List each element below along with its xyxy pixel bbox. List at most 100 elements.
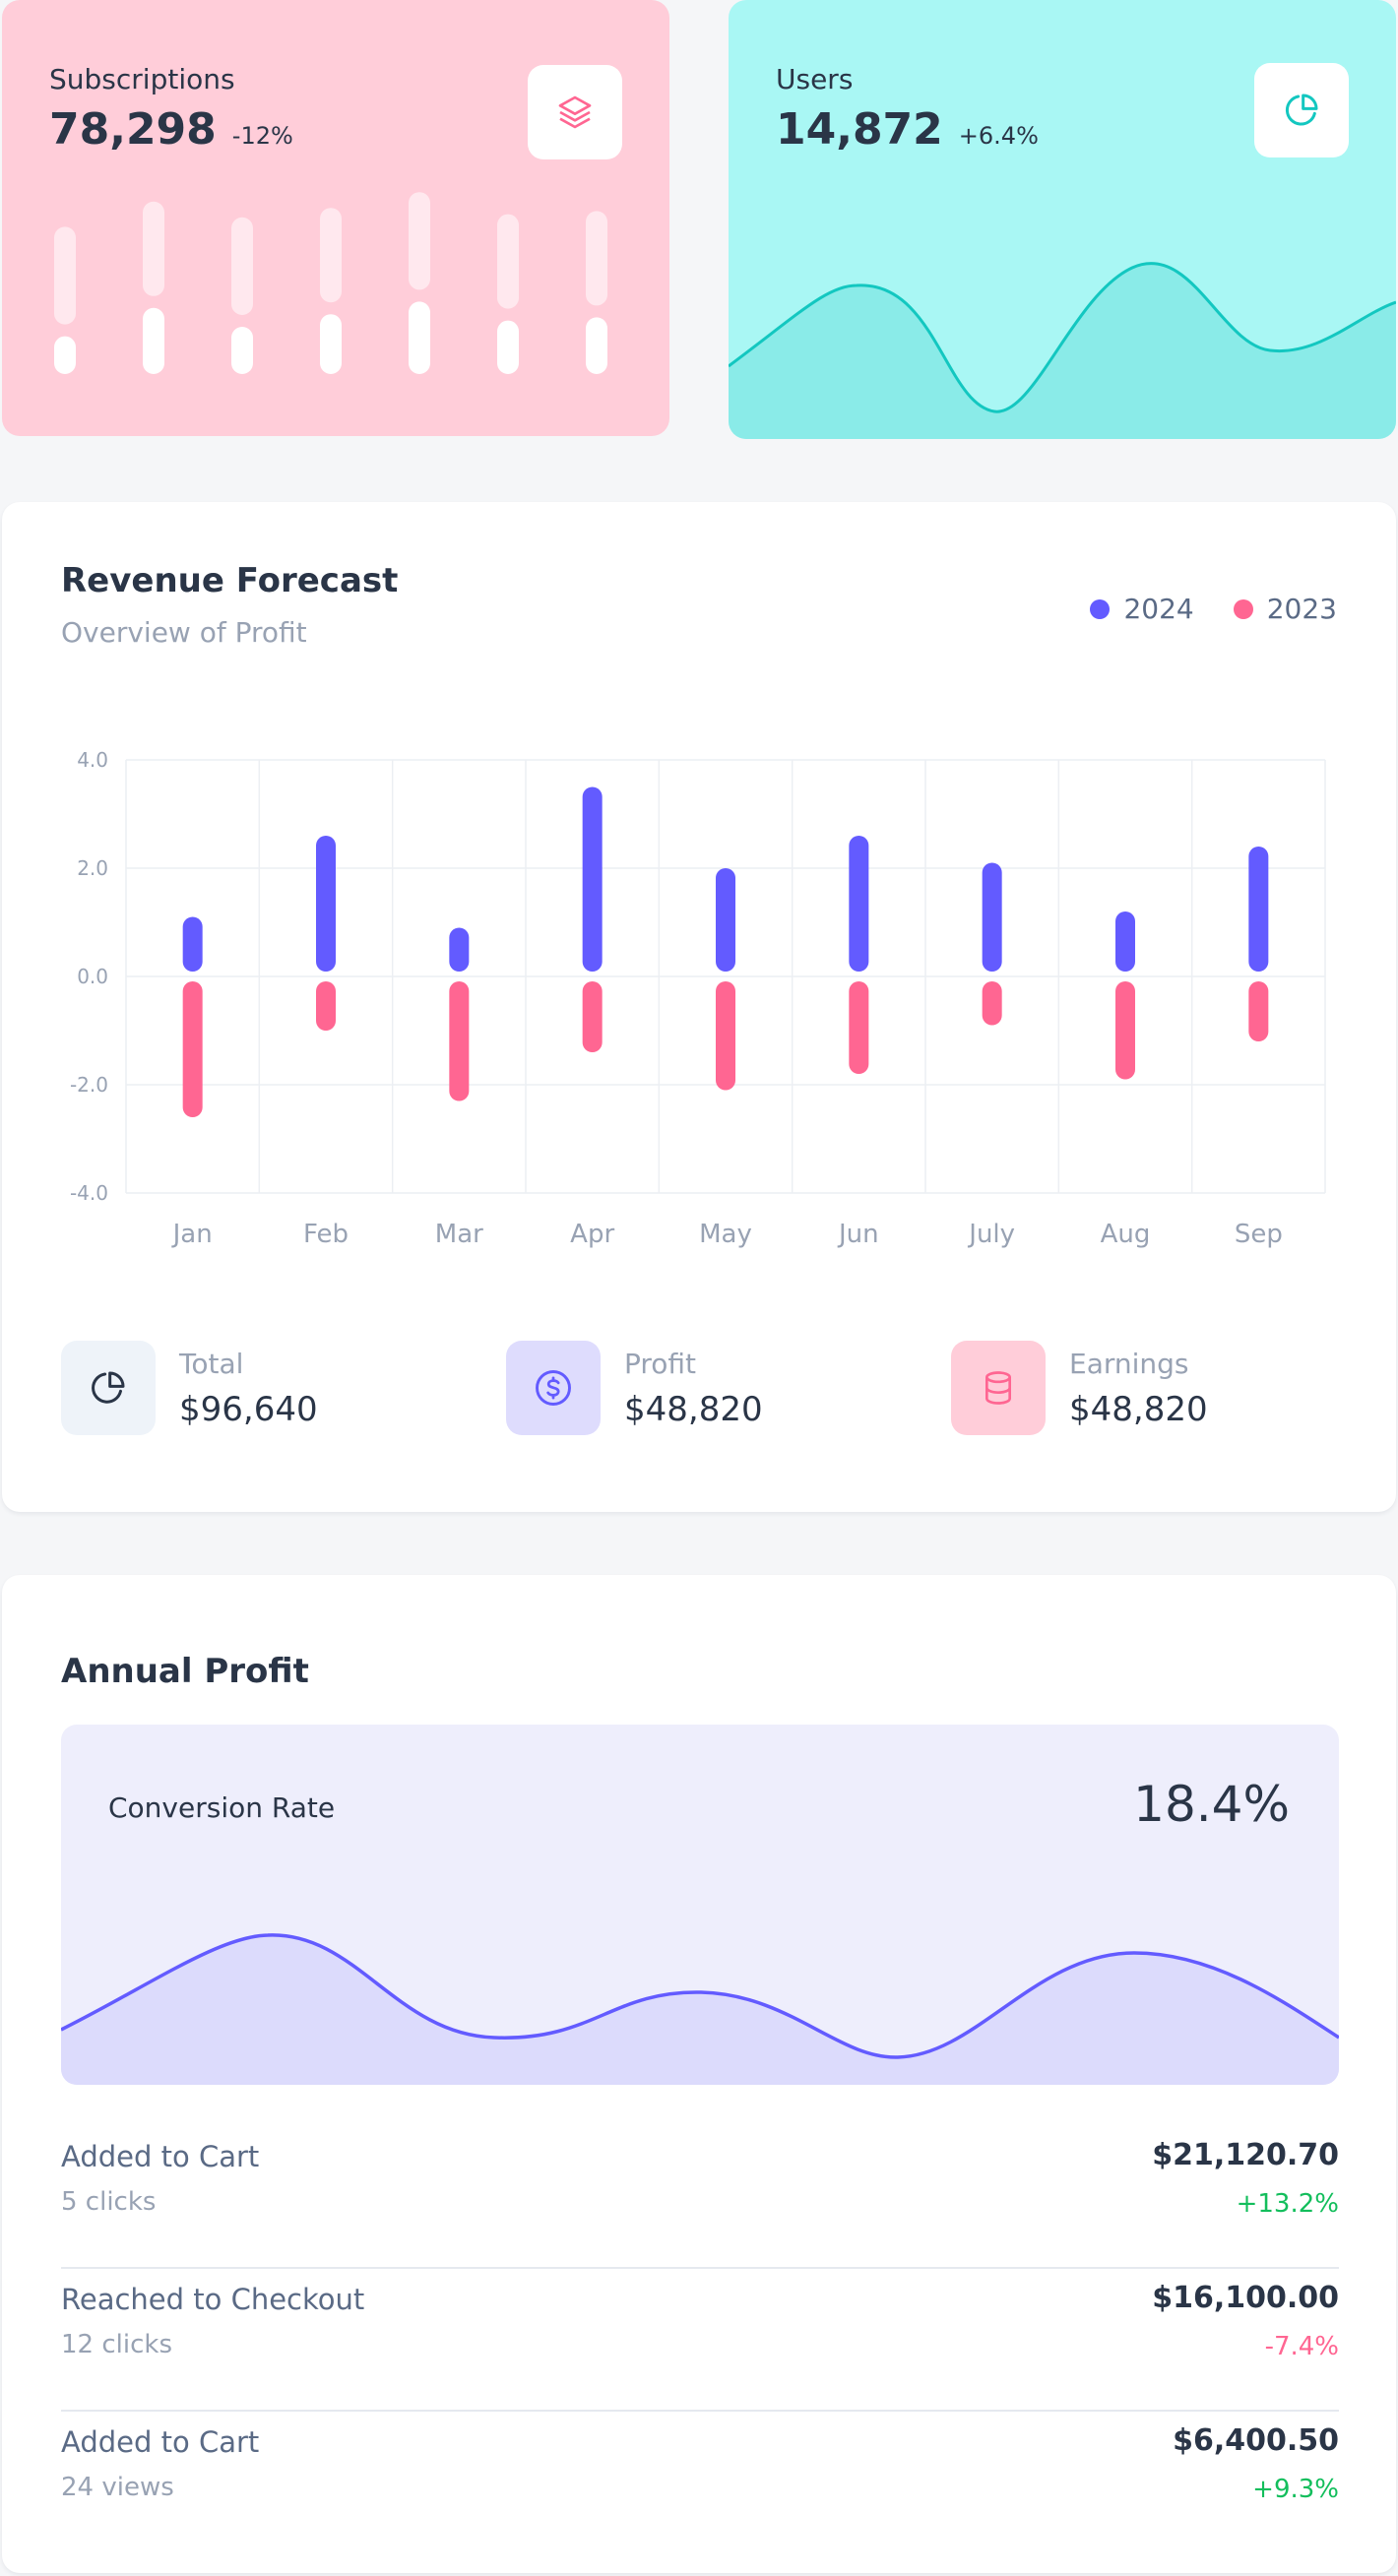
conversion-label: Conversion Rate [108,1791,336,1824]
subscriptions-mini-chart [54,192,607,374]
users-area-chart [729,262,1396,439]
stat-total: Total $96,640 [61,1341,318,1435]
x-tick-label: Jun [837,1220,879,1249]
subscriptions-icon-button[interactable] [528,65,622,159]
users-value: 14,872 [776,104,943,155]
mini-bar-solid [497,320,519,374]
row-sub: 5 clicks [61,2187,157,2217]
mini-bar-light [231,217,253,315]
legend-dot [1233,598,1253,619]
x-tick-label: Sep [1235,1220,1283,1249]
y-tick-label: -4.0 [70,1181,108,1205]
database-icon [985,1371,1011,1405]
legend-item-2024[interactable]: 2024 [1090,593,1194,625]
bar-2023[interactable] [449,981,470,1101]
mini-bar-solid [231,327,253,374]
bar-2023[interactable] [1115,981,1135,1080]
users-value-row: 14,872 +6.4% [776,104,1039,155]
bar-2023[interactable] [849,981,869,1074]
x-tick-label: Mar [435,1220,483,1249]
mini-bar-solid [320,314,342,374]
bar-2023[interactable] [316,981,336,1031]
bar-2024[interactable] [1115,911,1135,972]
bar-2023[interactable] [182,981,203,1117]
mini-bar [320,208,342,374]
bar-2024[interactable] [449,927,470,973]
mini-bar-solid [143,307,164,374]
x-tick-label: Aug [1101,1220,1151,1249]
users-change: +6.4% [958,122,1039,150]
row-amount: $16,100.00 [1152,2281,1339,2315]
mini-bar [497,214,519,374]
mini-bar-light [320,208,342,303]
bar-2023[interactable] [582,981,603,1052]
users-area-fill [729,263,1396,439]
stat-icon-box [506,1341,601,1435]
legend-dot [1090,598,1111,619]
row-amount: $21,120.70 [1152,2138,1339,2172]
bar-2024[interactable] [182,916,203,973]
stat-value: $48,820 [624,1389,763,1429]
stat-icon-box [951,1341,1046,1435]
x-tick-label: July [967,1220,1015,1249]
row-change: +13.2% [1236,2189,1339,2219]
conversion-rate-box: Conversion Rate 18.4% [61,1725,1339,2085]
conversion-area-fill [61,1934,1339,2085]
profit-list: Added to Cart 5 clicks $21,120.70 +13.2%… [61,2126,1339,2554]
list-item: Added to Cart 24 views $6,400.50 +9.3% [61,2412,1339,2554]
revenue-stats: Total $96,640 Profit $48,820 [61,1341,1341,1435]
bar-2024[interactable] [849,836,869,972]
bar-2023[interactable] [716,981,735,1091]
mini-bar [586,211,607,374]
revenue-subtitle: Overview of Profit [61,616,307,649]
revenue-forecast-card: Revenue Forecast Overview of Profit 2024… [2,502,1396,1512]
row-change: +9.3% [1252,2475,1339,2504]
stat-icon-box [61,1341,156,1435]
x-tick-label: May [699,1220,752,1249]
chart-legend: 2024 2023 [1090,593,1337,625]
mini-bar-light [409,192,430,290]
row-change: -7.4% [1264,2332,1339,2361]
legend-label: 2023 [1266,593,1337,625]
layers-icon [558,95,592,129]
users-card: Users 14,872 +6.4% [729,0,1396,439]
row-amount: $6,400.50 [1173,2423,1339,2458]
subscriptions-change: -12% [231,122,293,150]
users-icon-button[interactable] [1254,63,1349,157]
bar-2024[interactable] [716,868,735,972]
bar-2023[interactable] [1248,981,1269,1041]
x-tick-label: Jan [171,1220,213,1249]
list-item: Added to Cart 5 clicks $21,120.70 +13.2% [61,2126,1339,2269]
bar-2024[interactable] [316,836,336,972]
stat-value: $48,820 [1069,1389,1208,1429]
mini-bar [231,217,253,374]
stat-value: $96,640 [179,1389,318,1429]
y-tick-label: -2.0 [70,1073,108,1097]
legend-item-2023[interactable]: 2023 [1233,593,1337,625]
stat-label: Earnings [1069,1347,1189,1380]
stat-label: Total [179,1347,244,1380]
stat-earnings: Earnings $48,820 [951,1341,1208,1435]
subscriptions-value: 78,298 [49,104,217,155]
mini-bar-solid [409,301,430,374]
mini-bar-light [497,214,519,309]
y-tick-label: 2.0 [77,856,108,880]
bar-2024[interactable] [1248,847,1269,972]
mini-bar-solid [54,336,76,374]
users-title: Users [776,63,854,95]
row-label: Reached to Checkout [61,2283,365,2316]
mini-bar-light [54,226,76,325]
bar-2024[interactable] [582,786,603,973]
x-tick-label: Feb [303,1220,349,1249]
mini-bar [54,226,76,374]
mini-bar-light [143,201,164,296]
bar-2023[interactable] [982,981,1002,1026]
subscriptions-card: Subscriptions 78,298 -12% [2,0,669,436]
conversion-area-line [61,1933,1339,2059]
subscriptions-title: Subscriptions [49,63,235,95]
mini-bar-light [586,211,607,306]
list-item: Reached to Checkout 12 clicks $16,100.00… [61,2269,1339,2412]
users-area-line [729,262,1396,413]
mini-bar-solid [586,317,607,374]
bar-2024[interactable] [982,862,1002,973]
